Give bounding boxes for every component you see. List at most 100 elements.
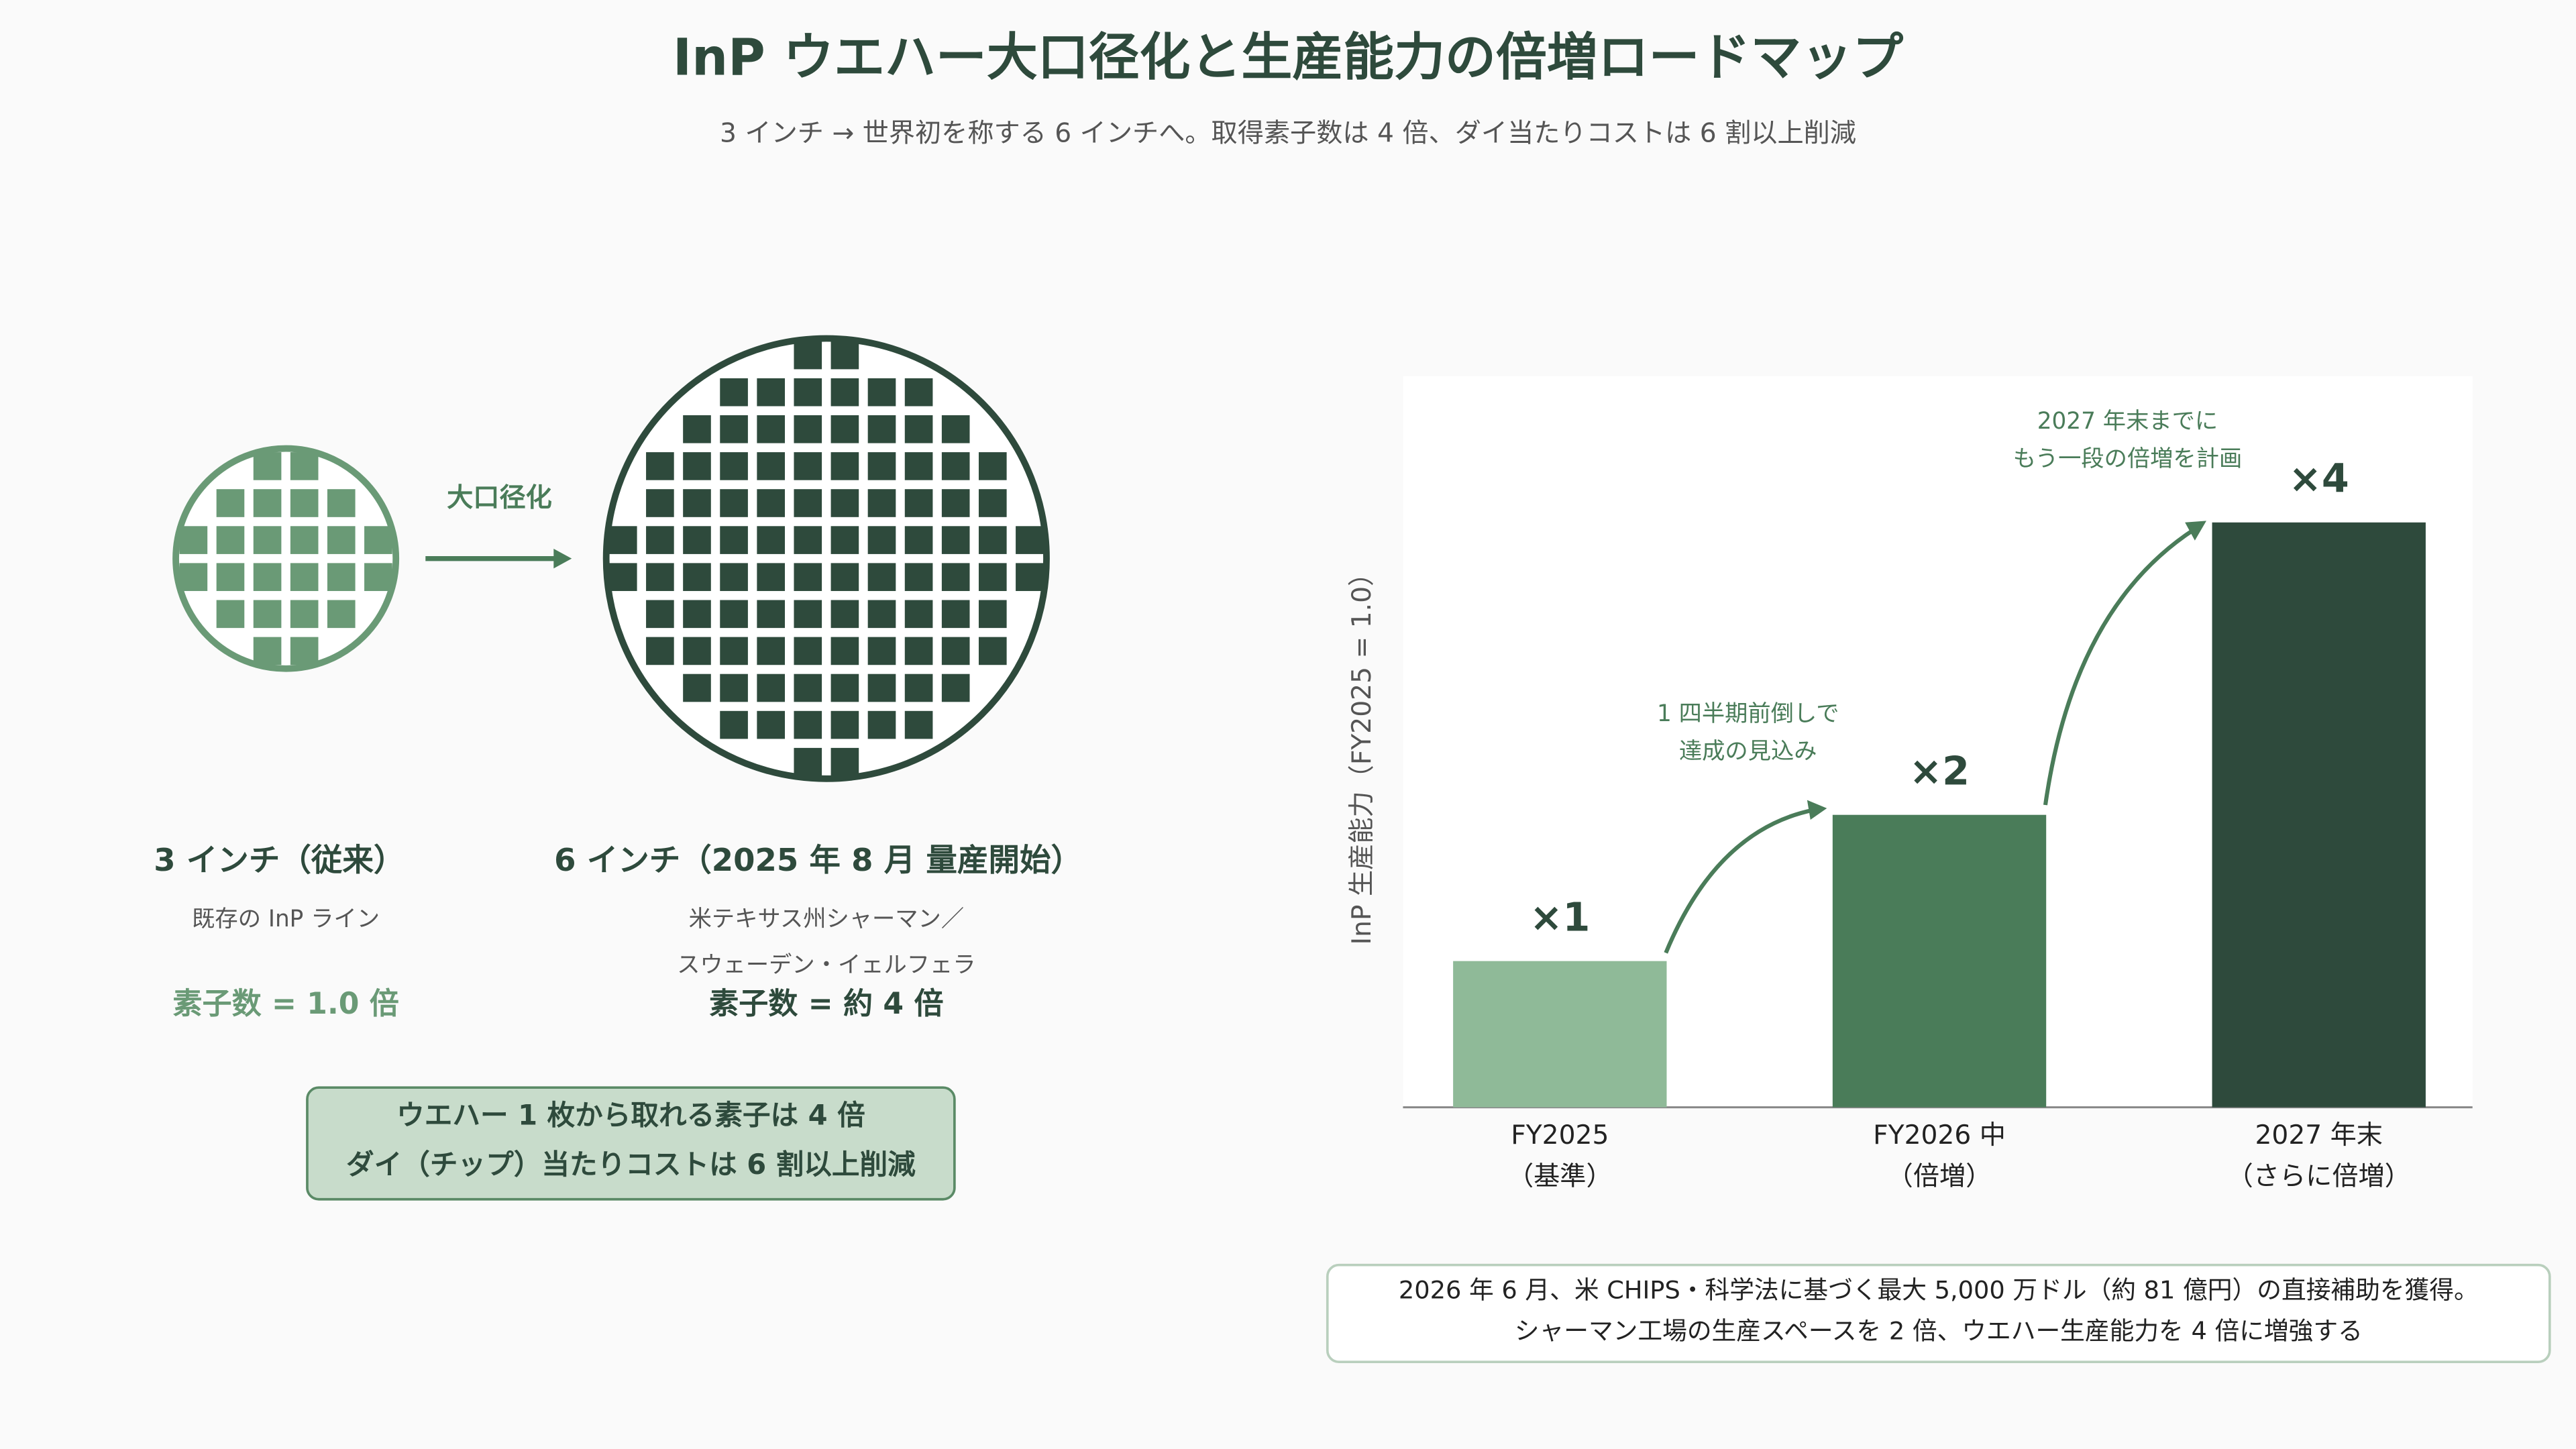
die bbox=[179, 526, 208, 554]
die bbox=[646, 489, 674, 517]
die bbox=[290, 600, 319, 629]
die bbox=[904, 378, 933, 407]
die bbox=[646, 637, 674, 665]
die bbox=[941, 526, 970, 554]
die bbox=[757, 637, 785, 665]
x-tick-label: FY2026 中 bbox=[1873, 1120, 2006, 1150]
die bbox=[683, 600, 711, 629]
die bbox=[830, 526, 859, 554]
die bbox=[941, 637, 970, 665]
callout-text: ウエハー 1 枚から取れる素子は 4 倍 bbox=[396, 1098, 865, 1131]
die bbox=[794, 526, 822, 554]
die bbox=[830, 452, 859, 480]
die bbox=[290, 489, 319, 517]
annotation-arrow bbox=[1664, 808, 1815, 954]
die bbox=[757, 710, 785, 739]
die bbox=[253, 563, 282, 592]
die bbox=[794, 710, 822, 739]
die bbox=[941, 452, 970, 480]
die bbox=[757, 452, 785, 480]
large-count: 素子数 = 約 4 倍 bbox=[709, 987, 943, 1021]
large-title: 6 インチ（2025 年 8 月 量産開始） bbox=[554, 842, 1082, 878]
die bbox=[1016, 526, 1044, 554]
die bbox=[1016, 563, 1044, 592]
die bbox=[830, 341, 859, 370]
die bbox=[904, 600, 933, 629]
y-axis-label: InP 生産能力（FY2025 = 1.0） bbox=[1347, 560, 1377, 945]
value-label: ×1 bbox=[1529, 894, 1590, 941]
die bbox=[608, 563, 637, 592]
annotation-arrow-head bbox=[2185, 521, 2206, 541]
die bbox=[253, 489, 282, 517]
small-description: 既存の InP ライン bbox=[192, 906, 380, 932]
callout-text: ダイ（チップ）当たりコストは 6 割以上削減 bbox=[346, 1148, 916, 1181]
die bbox=[794, 747, 822, 776]
die bbox=[290, 452, 319, 480]
die bbox=[978, 563, 1007, 592]
die bbox=[867, 600, 896, 629]
value-label: ×4 bbox=[2289, 455, 2349, 502]
die bbox=[830, 747, 859, 776]
die bbox=[364, 563, 392, 592]
annotation: 達成の見込み bbox=[1679, 738, 1817, 765]
die bbox=[867, 637, 896, 665]
callout-box bbox=[306, 1086, 956, 1201]
die bbox=[720, 674, 748, 702]
die bbox=[720, 637, 748, 665]
die bbox=[978, 526, 1007, 554]
die bbox=[216, 526, 245, 554]
die bbox=[253, 526, 282, 554]
die bbox=[978, 637, 1007, 665]
die bbox=[904, 637, 933, 665]
die bbox=[253, 600, 282, 629]
annotation-arrow bbox=[2043, 527, 2196, 806]
die bbox=[683, 489, 711, 517]
die bbox=[830, 637, 859, 665]
die bbox=[867, 674, 896, 702]
die bbox=[867, 489, 896, 517]
die bbox=[941, 489, 970, 517]
die bbox=[757, 378, 785, 407]
die bbox=[327, 526, 356, 554]
die bbox=[867, 710, 896, 739]
die bbox=[904, 415, 933, 443]
die bbox=[720, 489, 748, 517]
die bbox=[830, 378, 859, 407]
die bbox=[757, 600, 785, 629]
small-title: 3 インチ（従来） bbox=[154, 842, 405, 878]
die bbox=[794, 378, 822, 407]
die bbox=[327, 600, 356, 629]
die bbox=[757, 415, 785, 443]
title: InP ウエハー大口径化と生産能力の倍増ロードマップ bbox=[673, 28, 1903, 87]
die bbox=[683, 563, 711, 592]
footnote-box bbox=[1326, 1263, 2551, 1364]
arrow-head bbox=[553, 548, 572, 569]
large-description: スウェーデン・イェルフェラ bbox=[677, 952, 975, 979]
x-tick-label: FY2025 bbox=[1511, 1120, 1609, 1150]
bar bbox=[1832, 814, 2047, 1108]
die bbox=[794, 563, 822, 592]
die bbox=[867, 563, 896, 592]
die bbox=[794, 341, 822, 370]
value-label: ×2 bbox=[1909, 748, 1970, 794]
die bbox=[683, 452, 711, 480]
large-wafer bbox=[602, 335, 1050, 782]
die bbox=[941, 674, 970, 702]
die bbox=[794, 415, 822, 443]
subtitle: 3 インチ → 世界初を称する 6 インチへ。取得素子数は 4 倍、ダイ当たりコ… bbox=[720, 118, 1856, 148]
x-tick-note: （倍増） bbox=[1887, 1161, 1992, 1191]
die bbox=[794, 674, 822, 702]
die bbox=[720, 452, 748, 480]
die bbox=[904, 710, 933, 739]
x-tick-note: （さらに倍増） bbox=[2227, 1161, 2411, 1191]
die bbox=[830, 674, 859, 702]
die bbox=[646, 600, 674, 629]
die bbox=[720, 563, 748, 592]
die bbox=[867, 452, 896, 480]
footnote: シャーマン工場の生産スペースを 2 倍、ウエハー生産能力を 4 倍に増強する bbox=[1515, 1317, 2363, 1346]
die bbox=[179, 563, 208, 592]
die bbox=[327, 489, 356, 517]
die bbox=[941, 600, 970, 629]
die bbox=[720, 415, 748, 443]
x-tick-note: （基準） bbox=[1507, 1161, 1613, 1191]
